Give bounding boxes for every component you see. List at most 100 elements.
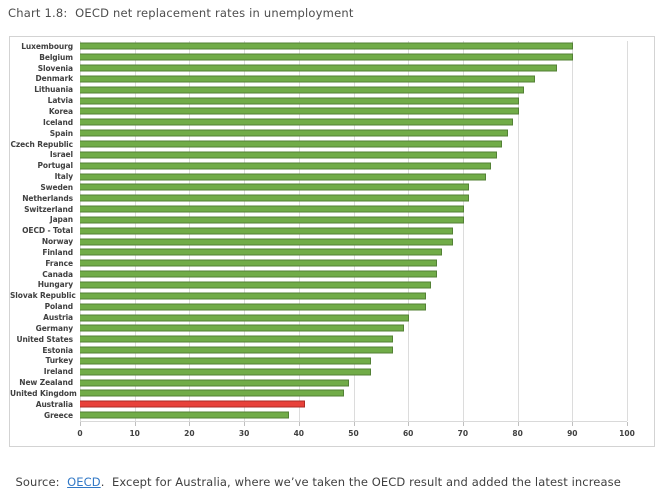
bar-lithuania — [80, 86, 525, 94]
bar-track — [80, 377, 627, 388]
chart-rows: Luxembourg Belgium Slovenia Denmark Lithuani… — [10, 41, 654, 421]
category-label: Japan — [49, 215, 73, 225]
axis-tick-label: 90 — [567, 429, 578, 438]
source-note: Source: OECD. Except for Australia, wher… — [8, 461, 621, 489]
chart-row: Iceland — [10, 117, 654, 128]
category-label: OECD - Total — [22, 226, 73, 236]
chart-row: Israel — [10, 149, 654, 160]
bar-track — [80, 334, 627, 345]
chart-row: Czech Republic — [10, 139, 654, 150]
chart-row: Latvia — [10, 95, 654, 106]
bar-track — [80, 215, 627, 226]
chart-container: Luxembourg Belgium Slovenia Denmark Lithuani… — [9, 36, 655, 447]
category-label: Czech Republic — [10, 139, 74, 149]
bar-track — [80, 149, 627, 160]
category-label: New Zealand — [19, 378, 73, 388]
bar-track — [80, 139, 627, 150]
axis-tick-label: 20 — [184, 429, 195, 438]
bar-track — [80, 399, 627, 410]
bar-track — [80, 182, 627, 193]
bar-portugal — [80, 162, 492, 170]
chart-row: Ireland — [10, 366, 654, 377]
bar-track — [80, 269, 627, 280]
oecd-link[interactable]: OECD — [67, 475, 101, 489]
bar-oecd-total — [80, 227, 453, 235]
axis-tick-label: 60 — [402, 429, 414, 438]
bar-ireland — [80, 368, 371, 376]
chart-row: New Zealand — [10, 377, 654, 388]
chart-row: Belgium — [10, 52, 654, 63]
chart-row: Italy — [10, 171, 654, 182]
category-label: Latvia — [47, 96, 73, 106]
chart-row: Korea — [10, 106, 654, 117]
chart-row: Japan — [10, 215, 654, 226]
bar-turkey — [80, 357, 371, 365]
bar-track — [80, 41, 627, 52]
category-label: Norway — [41, 237, 73, 247]
bar-iceland — [80, 118, 514, 126]
axis-tick-label: 70 — [457, 429, 469, 438]
category-label: Italy — [54, 172, 74, 182]
chart-row: Finland — [10, 247, 654, 258]
bar-track — [80, 290, 627, 301]
category-label: Greece — [44, 410, 73, 420]
bar-track — [80, 355, 627, 366]
source-suffix: . Except for Australia, where we’ve take… — [100, 475, 621, 489]
chart-row: Slovak Republic — [10, 290, 654, 301]
bar-netherlands — [80, 194, 470, 202]
axis-tick-label: 10 — [129, 429, 140, 438]
chart-row: Denmark — [10, 74, 654, 85]
chart-row: United States — [10, 334, 654, 345]
axis-tick-label: 40 — [293, 429, 305, 438]
axis-tick — [408, 422, 410, 426]
bar-track — [80, 312, 627, 323]
category-label: Ireland — [43, 367, 73, 377]
chart-row: Poland — [10, 301, 654, 312]
bar-track — [80, 258, 627, 269]
bar-slovak-republic — [80, 292, 426, 300]
bar-track — [80, 193, 627, 204]
bar-italy — [80, 173, 486, 181]
bar-track — [80, 388, 627, 399]
bar-france — [80, 259, 437, 267]
category-label: Austria — [43, 313, 73, 323]
category-label: Estonia — [42, 345, 73, 355]
bar-japan — [80, 216, 464, 224]
bar-track — [80, 74, 627, 85]
axis-tick — [462, 422, 464, 426]
chart-row: Luxembourg — [10, 41, 654, 52]
bar-new-zealand — [80, 379, 350, 387]
axis-tick-label: 0 — [77, 429, 83, 438]
category-label: Lithuania — [34, 85, 73, 95]
gridline — [627, 41, 628, 421]
chart-row: Canada — [10, 269, 654, 280]
category-label: Iceland — [43, 117, 73, 127]
category-label: Israel — [49, 150, 73, 160]
bar-track — [80, 63, 627, 74]
chart-row: Lithuania — [10, 84, 654, 95]
bar-track — [80, 117, 627, 128]
category-label: Korea — [48, 106, 73, 116]
bar-track — [80, 280, 627, 291]
bar-canada — [80, 270, 437, 278]
bar-luxembourg — [80, 42, 574, 50]
bar-track — [80, 95, 627, 106]
bar-track — [80, 323, 627, 334]
category-label: Finland — [42, 247, 73, 257]
axis-tick-label: 30 — [238, 429, 250, 438]
axis-tick — [134, 422, 136, 426]
bar-latvia — [80, 97, 519, 105]
chart-row: Estonia — [10, 345, 654, 356]
chart-row: Germany — [10, 323, 654, 334]
category-label: Netherlands — [22, 193, 73, 203]
bar-austria — [80, 314, 410, 322]
bar-denmark — [80, 75, 535, 83]
gridline — [517, 41, 519, 421]
bar-switzerland — [80, 205, 464, 213]
bar-israel — [80, 151, 497, 159]
bar-estonia — [80, 346, 393, 354]
bar-track — [80, 84, 627, 95]
bar-track — [80, 106, 627, 117]
gridline — [572, 41, 574, 421]
plot-area: Luxembourg Belgium Slovenia Denmark Lithuani… — [10, 41, 654, 421]
